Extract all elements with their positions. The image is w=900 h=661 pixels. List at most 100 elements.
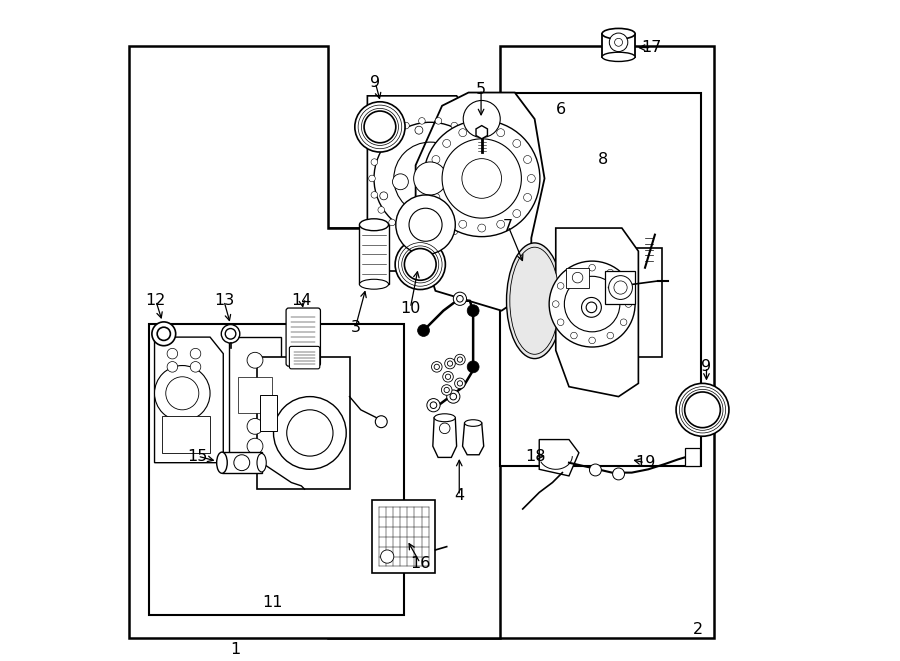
Text: 13: 13 [214,293,234,308]
Circle shape [589,264,596,271]
Circle shape [446,390,460,403]
Ellipse shape [507,243,562,358]
Circle shape [418,118,425,124]
Bar [149,324,404,615]
Circle shape [380,192,388,200]
Text: 9: 9 [701,360,712,374]
Circle shape [443,210,451,217]
Polygon shape [606,271,635,304]
Circle shape [375,416,387,428]
Circle shape [430,402,436,408]
Text: 5: 5 [476,82,486,97]
Circle shape [608,276,633,299]
Circle shape [478,125,486,133]
Circle shape [465,131,472,137]
Circle shape [396,195,455,254]
Circle shape [248,352,263,368]
Circle shape [467,305,479,317]
Ellipse shape [509,247,560,354]
Circle shape [389,219,395,226]
Ellipse shape [359,279,389,290]
Text: 10: 10 [400,301,420,315]
Circle shape [620,319,627,326]
Circle shape [166,377,199,410]
Text: 11: 11 [263,596,284,610]
Circle shape [590,464,601,476]
Circle shape [626,301,632,307]
Polygon shape [155,337,223,463]
Circle shape [395,239,446,290]
Circle shape [457,357,463,362]
Circle shape [482,192,490,198]
Circle shape [167,362,177,372]
Circle shape [381,550,394,563]
Text: 19: 19 [634,455,655,470]
Polygon shape [685,448,700,466]
Circle shape [431,362,442,372]
Circle shape [581,297,601,317]
Circle shape [274,397,346,469]
Circle shape [524,194,532,202]
Polygon shape [539,440,579,476]
Circle shape [248,379,263,395]
Text: 9: 9 [370,75,381,90]
Circle shape [476,207,482,214]
Circle shape [432,194,440,202]
Bar [579,248,662,357]
Circle shape [450,393,456,400]
Circle shape [527,175,536,182]
Polygon shape [416,93,544,311]
Circle shape [435,233,442,239]
Polygon shape [328,46,715,638]
Bar [566,268,589,288]
Circle shape [435,118,442,124]
Circle shape [459,220,467,228]
Bar [238,377,272,413]
Ellipse shape [602,28,635,39]
Polygon shape [602,34,635,57]
Circle shape [414,162,446,195]
Circle shape [454,378,465,389]
Circle shape [155,366,210,421]
Ellipse shape [434,414,455,422]
Circle shape [613,468,625,480]
Circle shape [589,337,596,344]
Polygon shape [367,96,473,271]
Circle shape [451,228,457,235]
Circle shape [404,249,436,280]
Circle shape [409,208,442,241]
Circle shape [443,371,454,382]
Circle shape [454,354,465,365]
Circle shape [557,282,564,290]
Circle shape [467,361,479,373]
Polygon shape [556,228,638,397]
Bar [163,416,210,453]
Ellipse shape [257,453,266,472]
Circle shape [234,455,249,471]
Circle shape [152,322,176,346]
Circle shape [158,327,170,340]
Circle shape [614,281,627,294]
Circle shape [464,100,500,137]
Circle shape [454,292,466,305]
Text: 4: 4 [454,488,464,503]
Circle shape [473,160,482,168]
Circle shape [465,219,472,226]
Circle shape [378,143,384,150]
Polygon shape [476,126,488,139]
Circle shape [457,381,463,386]
Circle shape [392,174,409,190]
Text: 15: 15 [187,449,208,463]
Circle shape [427,399,440,412]
Circle shape [513,139,521,147]
Text: 1: 1 [230,642,240,656]
Circle shape [402,228,410,235]
Polygon shape [257,357,349,489]
Circle shape [248,438,263,454]
Circle shape [418,233,425,239]
Text: 16: 16 [410,556,430,570]
Text: 6: 6 [556,102,566,116]
Circle shape [572,272,583,283]
Text: 3: 3 [350,320,361,334]
Circle shape [167,348,177,359]
